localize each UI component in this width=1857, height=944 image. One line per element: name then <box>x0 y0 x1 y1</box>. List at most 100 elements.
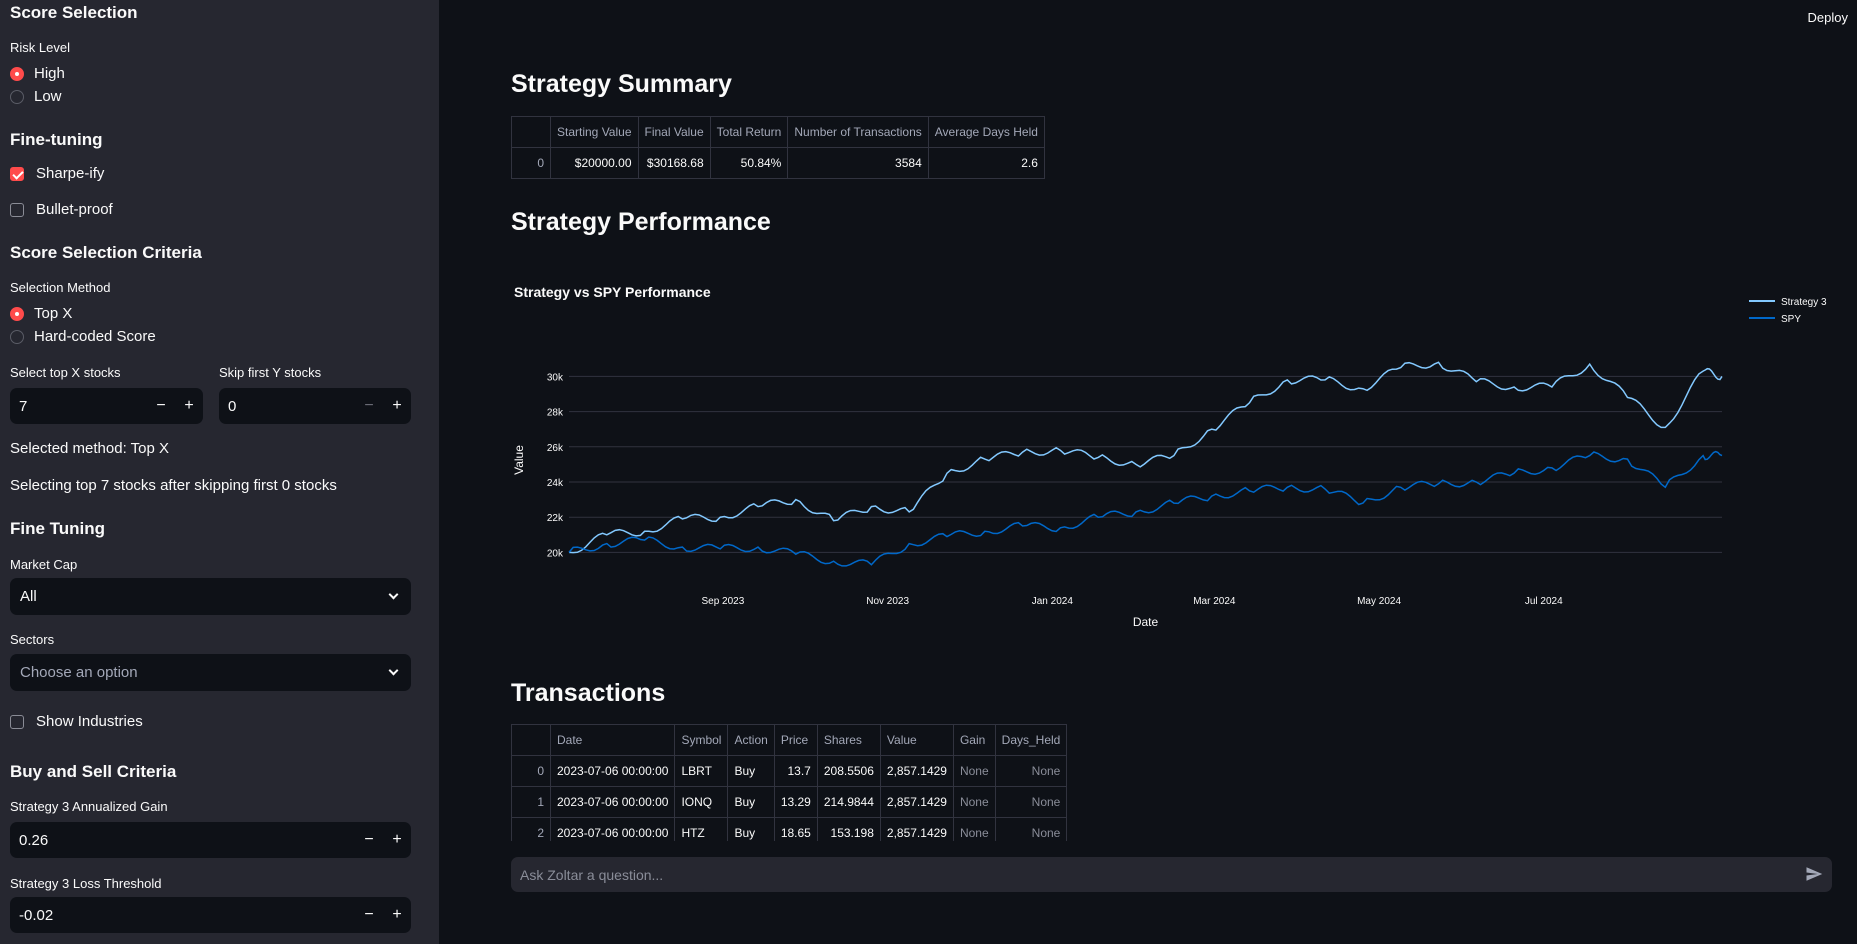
transaction-cell[interactable]: LBRT <box>674 755 729 787</box>
criteria-heading: Score Selection Criteria <box>10 243 202 262</box>
summary-table[interactable]: Starting Value Final Value Total Return Num… <box>511 116 1045 179</box>
transactions-viewport[interactable]: Date Symbol Action Price Shares Value Gain Days… <box>511 724 1076 841</box>
transaction-header-cell[interactable]: Price <box>773 724 818 756</box>
summary-row[interactable]: 0 $20000.00 $30168.68 50.84% 3584 2.6 <box>511 147 1045 179</box>
show-industries-label: Show Industries <box>36 713 143 730</box>
summary-cell[interactable]: 50.84% <box>709 147 789 179</box>
top-x-input[interactable]: 7 − + <box>10 388 203 424</box>
skip-y-input[interactable]: 0 − + <box>219 388 411 424</box>
chat-placeholder: Ask Zoltar a question... <box>520 866 664 883</box>
transaction-header-cell[interactable]: Value <box>879 724 954 756</box>
summary-cell[interactable]: $30168.68 <box>637 147 711 179</box>
transaction-cell[interactable]: 2,857.1429 <box>879 817 954 841</box>
selecting-text: Selecting top 7 stocks after skipping fi… <box>10 477 337 494</box>
transaction-row[interactable]: 0 2023-07-06 00:00:00 LBRT Buy 13.7 208.5506 2… <box>511 755 1068 787</box>
method-topx-radio[interactable]: Top X <box>10 305 72 322</box>
risk-high-radio[interactable]: High <box>10 65 65 82</box>
transaction-cell[interactable]: None <box>994 817 1068 841</box>
transaction-header-cell[interactable]: Gain <box>952 724 996 756</box>
transaction-cell[interactable]: None <box>994 786 1068 818</box>
transaction-cell[interactable]: Buy <box>727 786 775 818</box>
performance-chart[interactable]: Strategy vs SPY Performance 20k 22k 24k 26k 2… <box>511 270 1841 640</box>
chevron-down-icon <box>388 665 399 676</box>
method-hardcoded-radio[interactable]: Hard-coded Score <box>10 328 156 345</box>
sectors-placeholder: Choose an option <box>20 664 138 681</box>
increment-button[interactable]: + <box>392 397 402 414</box>
x-tick-label: Nov 2023 <box>866 596 909 607</box>
summary-header-cell[interactable]: Average Days Held <box>927 116 1045 148</box>
transaction-cell[interactable]: None <box>952 755 996 787</box>
skip-y-value[interactable]: 0 <box>228 397 237 415</box>
transaction-cell[interactable]: 2023-07-06 00:00:00 <box>549 786 676 818</box>
summary-cell[interactable]: 0 <box>511 147 551 179</box>
risk-low-radio[interactable]: Low <box>10 88 62 105</box>
market-cap-label: Market Cap <box>10 557 78 572</box>
chat-input[interactable]: Ask Zoltar a question... <box>511 857 1832 892</box>
transaction-cell[interactable]: HTZ <box>674 817 729 841</box>
transaction-header-cell[interactable] <box>511 724 551 756</box>
transaction-cell[interactable]: 13.29 <box>773 786 818 818</box>
radio-selected-icon <box>10 306 24 321</box>
transaction-header-cell[interactable]: Action <box>727 724 775 756</box>
transaction-cell[interactable]: 2,857.1429 <box>879 786 954 818</box>
transaction-header-cell[interactable]: Symbol <box>674 724 729 756</box>
transaction-cell[interactable]: 208.5506 <box>816 755 881 787</box>
loss-threshold-value[interactable]: -0.02 <box>19 906 54 924</box>
summary-header-cell[interactable]: Final Value <box>637 116 711 148</box>
decrement-button[interactable]: − <box>156 397 166 414</box>
transaction-cell[interactable]: 13.7 <box>773 755 818 787</box>
transaction-cell[interactable]: 2023-07-06 00:00:00 <box>549 755 676 787</box>
transaction-cell[interactable]: 0 <box>511 755 551 787</box>
sidebar: Score Selection Risk Level High Low Fine… <box>0 0 439 944</box>
sharpeify-label: Sharpe-ify <box>36 165 105 182</box>
selection-method-label: Selection Method <box>10 280 111 295</box>
increment-button[interactable]: + <box>392 906 402 923</box>
summary-header-cell[interactable]: Number of Transactions <box>787 116 929 148</box>
sectors-select[interactable]: Choose an option <box>10 654 411 691</box>
transaction-cell[interactable]: IONQ <box>674 786 729 818</box>
transaction-cell[interactable]: None <box>994 755 1068 787</box>
show-industries-checkbox[interactable]: Show Industries <box>10 713 143 730</box>
send-icon[interactable] <box>1805 865 1823 883</box>
annualized-gain-value[interactable]: 0.26 <box>19 831 49 849</box>
transaction-cell[interactable]: 2 <box>511 817 551 841</box>
transaction-header-cell[interactable]: Shares <box>816 724 881 756</box>
decrement-button[interactable]: − <box>364 906 374 923</box>
transaction-cell[interactable]: 2023-07-06 00:00:00 <box>549 817 676 841</box>
summary-header-cell[interactable]: Starting Value <box>550 116 639 148</box>
bulletproof-checkbox[interactable]: Bullet-proof <box>10 201 113 218</box>
annualized-gain-input[interactable]: 0.26 − + <box>10 822 411 858</box>
x-tick-label: Jan 2024 <box>1032 596 1074 607</box>
decrement-button[interactable]: − <box>364 397 374 414</box>
increment-button[interactable]: + <box>184 397 194 414</box>
summary-cell[interactable]: $20000.00 <box>550 147 639 179</box>
annualized-gain-label: Strategy 3 Annualized Gain <box>10 799 168 814</box>
summary-header-cell[interactable] <box>511 116 551 148</box>
deploy-button[interactable]: Deploy <box>1807 10 1848 25</box>
transaction-cell[interactable]: None <box>952 817 996 841</box>
summary-header-cell[interactable]: Total Return <box>709 116 789 148</box>
transaction-cell[interactable]: None <box>952 786 996 818</box>
transactions-table[interactable]: Date Symbol Action Price Shares Value Gain Days… <box>511 724 1068 841</box>
transaction-cell[interactable]: Buy <box>727 755 775 787</box>
transaction-row[interactable]: 1 2023-07-06 00:00:00 IONQ Buy 13.29 214.9844… <box>511 786 1068 818</box>
decrement-button[interactable]: − <box>364 831 374 848</box>
summary-cell[interactable]: 3584 <box>787 147 929 179</box>
transaction-header-cell[interactable]: Days_Held <box>994 724 1068 756</box>
selected-method-text: Selected method: Top X <box>10 440 169 457</box>
transaction-cell[interactable]: 153.198 <box>816 817 881 841</box>
summary-cell[interactable]: 2.6 <box>927 147 1045 179</box>
transaction-cell[interactable]: 214.9844 <box>816 786 881 818</box>
radio-unselected-icon <box>10 89 24 104</box>
transaction-header-cell[interactable]: Date <box>549 724 676 756</box>
increment-button[interactable]: + <box>392 831 402 848</box>
transaction-cell[interactable]: Buy <box>727 817 775 841</box>
loss-threshold-input[interactable]: -0.02 − + <box>10 897 411 933</box>
market-cap-select[interactable]: All <box>10 578 411 615</box>
transaction-cell[interactable]: 1 <box>511 786 551 818</box>
sharpeify-checkbox[interactable]: Sharpe-ify <box>10 165 104 182</box>
transaction-cell[interactable]: 18.65 <box>773 817 818 841</box>
top-x-value[interactable]: 7 <box>19 397 28 415</box>
transaction-cell[interactable]: 2,857.1429 <box>879 755 954 787</box>
transaction-row[interactable]: 2 2023-07-06 00:00:00 HTZ Buy 18.65 153.198 2,… <box>511 817 1068 841</box>
